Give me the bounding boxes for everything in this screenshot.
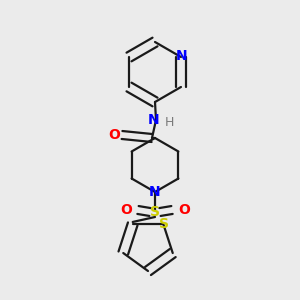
Text: O: O <box>120 203 132 217</box>
Text: N: N <box>176 49 188 63</box>
Text: N: N <box>149 185 161 199</box>
Text: H: H <box>164 116 174 130</box>
Text: S: S <box>150 205 160 219</box>
Text: O: O <box>178 203 190 217</box>
Text: O: O <box>108 128 120 142</box>
Text: N: N <box>148 113 160 127</box>
Text: S: S <box>159 217 169 231</box>
